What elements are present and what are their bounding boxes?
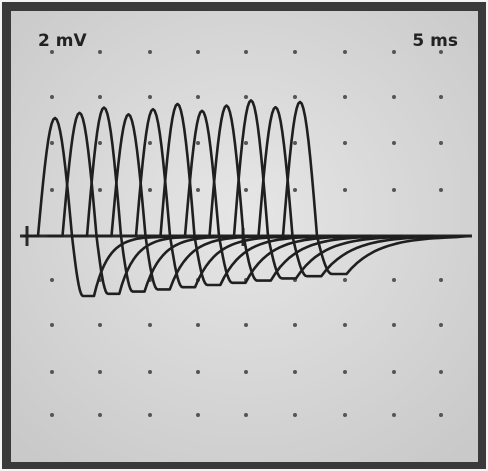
grid-dot xyxy=(439,141,443,145)
grid-dot xyxy=(343,141,347,145)
oscilloscope-screen: 2 mV 5 ms xyxy=(0,0,488,471)
grid-dot xyxy=(392,188,396,192)
grid-dot xyxy=(293,95,297,99)
voltage-scale: 2 mV xyxy=(38,31,87,51)
grid-dot xyxy=(439,370,443,374)
grid-dot xyxy=(148,95,152,99)
grid-dot xyxy=(293,50,297,54)
grid-dot xyxy=(148,413,152,417)
grid-dot xyxy=(439,95,443,99)
grid-dot xyxy=(148,50,152,54)
grid-dot xyxy=(392,95,396,99)
grid-dot xyxy=(293,413,297,417)
grid-dot xyxy=(293,323,297,327)
grid-dot xyxy=(439,323,443,327)
grid-dot xyxy=(50,95,54,99)
grid-dot xyxy=(196,141,200,145)
grid-dot xyxy=(50,413,54,417)
grid-dot xyxy=(196,95,200,99)
grid-dot xyxy=(196,413,200,417)
grid-dot xyxy=(343,413,347,417)
grid-dot xyxy=(50,141,54,145)
grid-dot xyxy=(148,370,152,374)
grid-dot xyxy=(148,188,152,192)
time-scale: 5 ms xyxy=(412,31,458,51)
grid-dot xyxy=(98,413,102,417)
grid-dot xyxy=(196,370,200,374)
grid-dot xyxy=(392,50,396,54)
grid-dot xyxy=(439,278,443,282)
grid-dot xyxy=(392,141,396,145)
grid-dot xyxy=(392,278,396,282)
grid-dot xyxy=(293,370,297,374)
grid-dot xyxy=(343,278,347,282)
grid-dot xyxy=(98,95,102,99)
grid-dot xyxy=(244,370,248,374)
grid-dot xyxy=(50,278,54,282)
grid-dot xyxy=(98,50,102,54)
grid-dot xyxy=(196,323,200,327)
grid-dot xyxy=(392,370,396,374)
grid-dot xyxy=(244,141,248,145)
grid-dot xyxy=(343,370,347,374)
grid-dot xyxy=(148,141,152,145)
grid-dot xyxy=(148,323,152,327)
grid-dot xyxy=(343,95,347,99)
grid-dot xyxy=(293,141,297,145)
grid-dot xyxy=(244,323,248,327)
grid-dot xyxy=(439,413,443,417)
grid-dot xyxy=(343,50,347,54)
grid-dot xyxy=(392,323,396,327)
grid-dot xyxy=(343,323,347,327)
grid-dot xyxy=(98,188,102,192)
grid-dot xyxy=(98,323,102,327)
grid-dot xyxy=(244,50,248,54)
grid-dot xyxy=(439,188,443,192)
page: 2 mV 5 ms (() => { const data = JSON.par… xyxy=(0,0,488,471)
grid-dot xyxy=(244,95,248,99)
grid-dot xyxy=(196,188,200,192)
grid-dot xyxy=(196,50,200,54)
grid-dot xyxy=(50,323,54,327)
grid-dot xyxy=(293,188,297,192)
grid-dot xyxy=(343,188,347,192)
grid-dot xyxy=(98,141,102,145)
grid-dot xyxy=(244,413,248,417)
grid-dot xyxy=(244,188,248,192)
grid-dot xyxy=(50,370,54,374)
grid-dot xyxy=(98,370,102,374)
grid-dot xyxy=(50,188,54,192)
grid-dot xyxy=(392,413,396,417)
